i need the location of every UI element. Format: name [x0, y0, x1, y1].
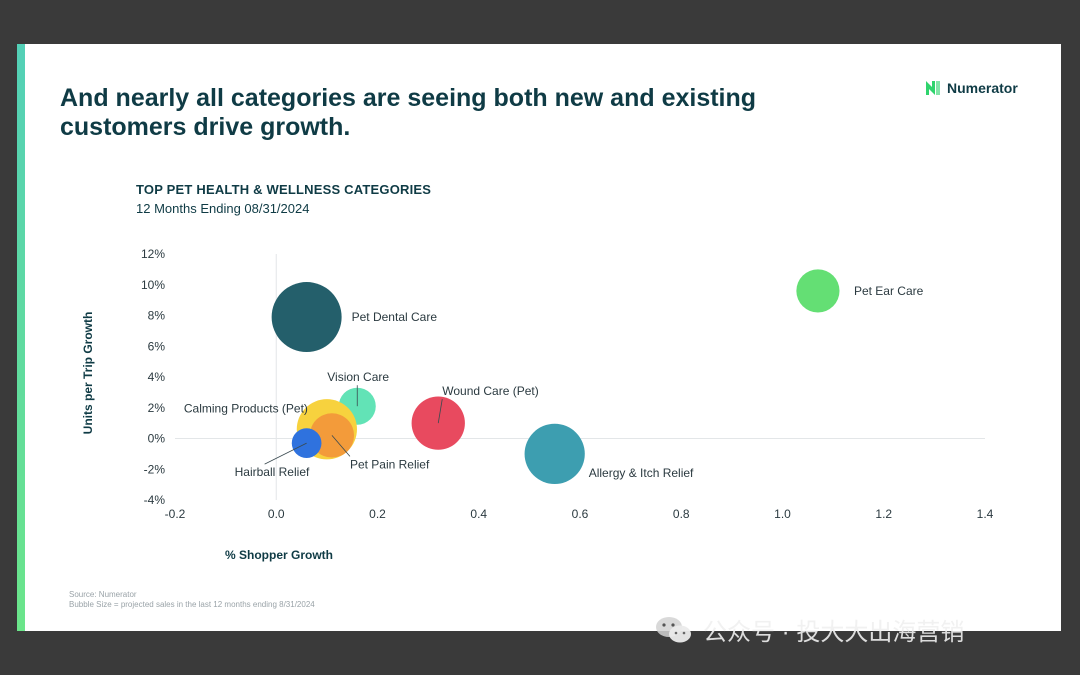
y-tick-label: 12% — [141, 247, 165, 261]
page-title: And nearly all categories are seeing bot… — [60, 84, 757, 141]
bubble-chart: -0.2 0.0 0.2 0.4 0.6 0.8 1.0 1.2 1.4 12% 10% 8% 6% 4… — [81, 247, 994, 562]
x-tick-label: 1.4 — [977, 507, 994, 521]
y-tick-label: 6% — [148, 339, 166, 353]
numerator-logo-icon — [926, 81, 940, 95]
x-tick-label: -0.2 — [165, 507, 186, 521]
bubble-size-note: Bubble Size = projected sales in the las… — [69, 600, 315, 609]
bubble-label: Hairball Relief — [235, 465, 310, 479]
y-tick-label: -4% — [144, 493, 166, 507]
y-tick-label: 10% — [141, 278, 165, 292]
bubble — [796, 269, 840, 313]
y-axis-title: Units per Trip Growth — [81, 312, 95, 435]
bubble-label: Calming Products (Pet) — [184, 401, 308, 415]
leader-line — [437, 399, 443, 424]
wechat-icon — [656, 616, 691, 642]
watermark: 公众号 · 投大大出海营销 — [655, 612, 964, 647]
y-tick-label: 2% — [148, 401, 166, 415]
leader-line — [331, 435, 351, 457]
bubble-label: Pet Dental Care — [352, 310, 438, 324]
y-tick-label: 4% — [148, 370, 166, 384]
y-tick-label: 0% — [148, 432, 166, 446]
logo-text: Numerator — [947, 80, 1018, 96]
x-tick-label: 0.6 — [572, 507, 589, 521]
x-tick-label: 0.8 — [673, 507, 690, 521]
x-tick-label: 0.4 — [470, 507, 487, 521]
bubble-label: Pet Ear Care — [854, 284, 924, 298]
x-tick-label: 0.2 — [369, 507, 386, 521]
x-tick-label: 1.0 — [774, 507, 791, 521]
bubble-label: Allergy & Itch Relief — [589, 466, 694, 480]
x-tick-label: 1.2 — [875, 507, 892, 521]
bubble-label: Wound Care (Pet) — [442, 384, 539, 398]
bubble — [524, 423, 585, 484]
slide: And nearly all categories are seeing bot… — [17, 44, 1061, 631]
bubble-label: Pet Pain Relief — [350, 457, 430, 471]
chart-subtitle: 12 Months Ending 08/31/2024 — [136, 201, 310, 216]
source-line: Source: Numerator — [69, 590, 137, 599]
y-tick-label: 8% — [148, 309, 166, 323]
chart-title: TOP PET HEALTH & WELLNESS CATEGORIES — [136, 182, 432, 197]
bubble — [271, 282, 342, 353]
numerator-logo: Numerator — [925, 80, 1018, 96]
leader-line — [264, 442, 307, 465]
watermark-text: 公众号 · 投大大出海营销 — [703, 619, 965, 646]
x-axis-title: % Shopper Growth — [225, 548, 333, 562]
accent-bar — [17, 44, 25, 631]
bubble-label: Vision Care — [327, 370, 389, 384]
y-tick-label: -2% — [144, 462, 166, 476]
x-tick-label: 0.0 — [268, 507, 285, 521]
source-note: Source: Numerator Bubble Size = projecte… — [69, 590, 315, 610]
